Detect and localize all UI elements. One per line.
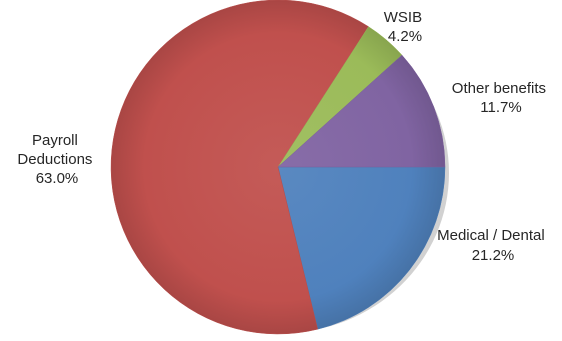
slice-label-other-benefits: Other benefits 11.7% (452, 80, 550, 116)
slice-label-wsib-name: WSIB (384, 9, 422, 26)
pie-slices (110, 0, 446, 335)
slice-label-medical-dental: Medical / Dental 21.2% (437, 227, 549, 264)
slice-label-payroll-deductions: Payroll Deductions 63.0% (17, 132, 96, 187)
slice-label-payroll-deductions-line1: Payroll (32, 132, 78, 149)
slice-label-wsib: WSIB 4.2% (384, 9, 427, 45)
slice-label-other-benefits-value: 11.7% (480, 99, 521, 116)
pie-labels: Medical / Dental 21.2% Payroll Deduction… (17, 9, 550, 264)
slice-label-wsib-value: 4.2% (388, 28, 422, 45)
pie-slice-other-benefits (277, 54, 446, 168)
pie-slice-medical-dental (277, 166, 446, 330)
slice-label-medical-dental-name: Medical / Dental (437, 227, 545, 244)
slice-label-other-benefits-name: Other benefits (452, 80, 546, 97)
pie-slice-payroll-deductions (110, 0, 369, 335)
slice-label-payroll-deductions-line2: Deductions (17, 151, 92, 168)
slice-label-medical-dental-value: 21.2% (472, 247, 515, 264)
slice-label-payroll-deductions-value: 63.0% (36, 170, 79, 187)
